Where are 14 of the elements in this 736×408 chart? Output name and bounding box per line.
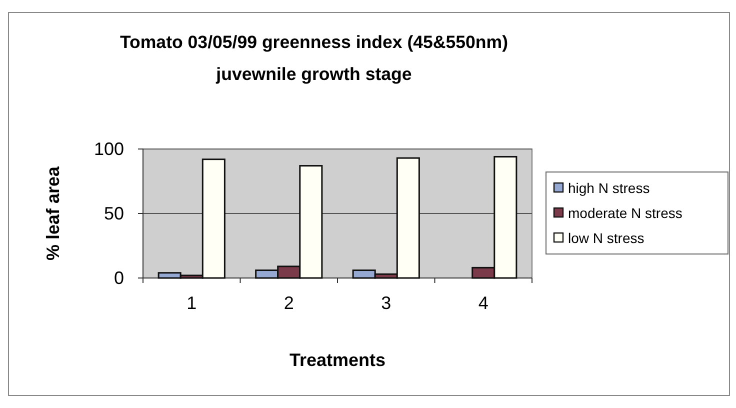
y-axis-title: % leaf area [43, 165, 63, 261]
x-axis-title: Treatments [289, 350, 386, 370]
x-tick-label: 4 [478, 292, 488, 313]
chart-title: Tomato 03/05/99 greenness index (45&550nm) [120, 32, 508, 52]
y-tick-label: 0 [114, 268, 124, 288]
legend-label: low N stress [568, 230, 644, 246]
x-tick-label: 2 [284, 292, 294, 313]
x-tick-label: 1 [186, 292, 197, 313]
y-tick-label: 50 [104, 203, 124, 224]
x-tick-label: 3 [381, 292, 392, 313]
legend-label: moderate N stress [568, 205, 682, 221]
y-tick-label: 100 [94, 138, 124, 159]
chart-subtitle: juvewnile growth stage [215, 64, 412, 84]
legend-label: high N stress [568, 180, 650, 196]
